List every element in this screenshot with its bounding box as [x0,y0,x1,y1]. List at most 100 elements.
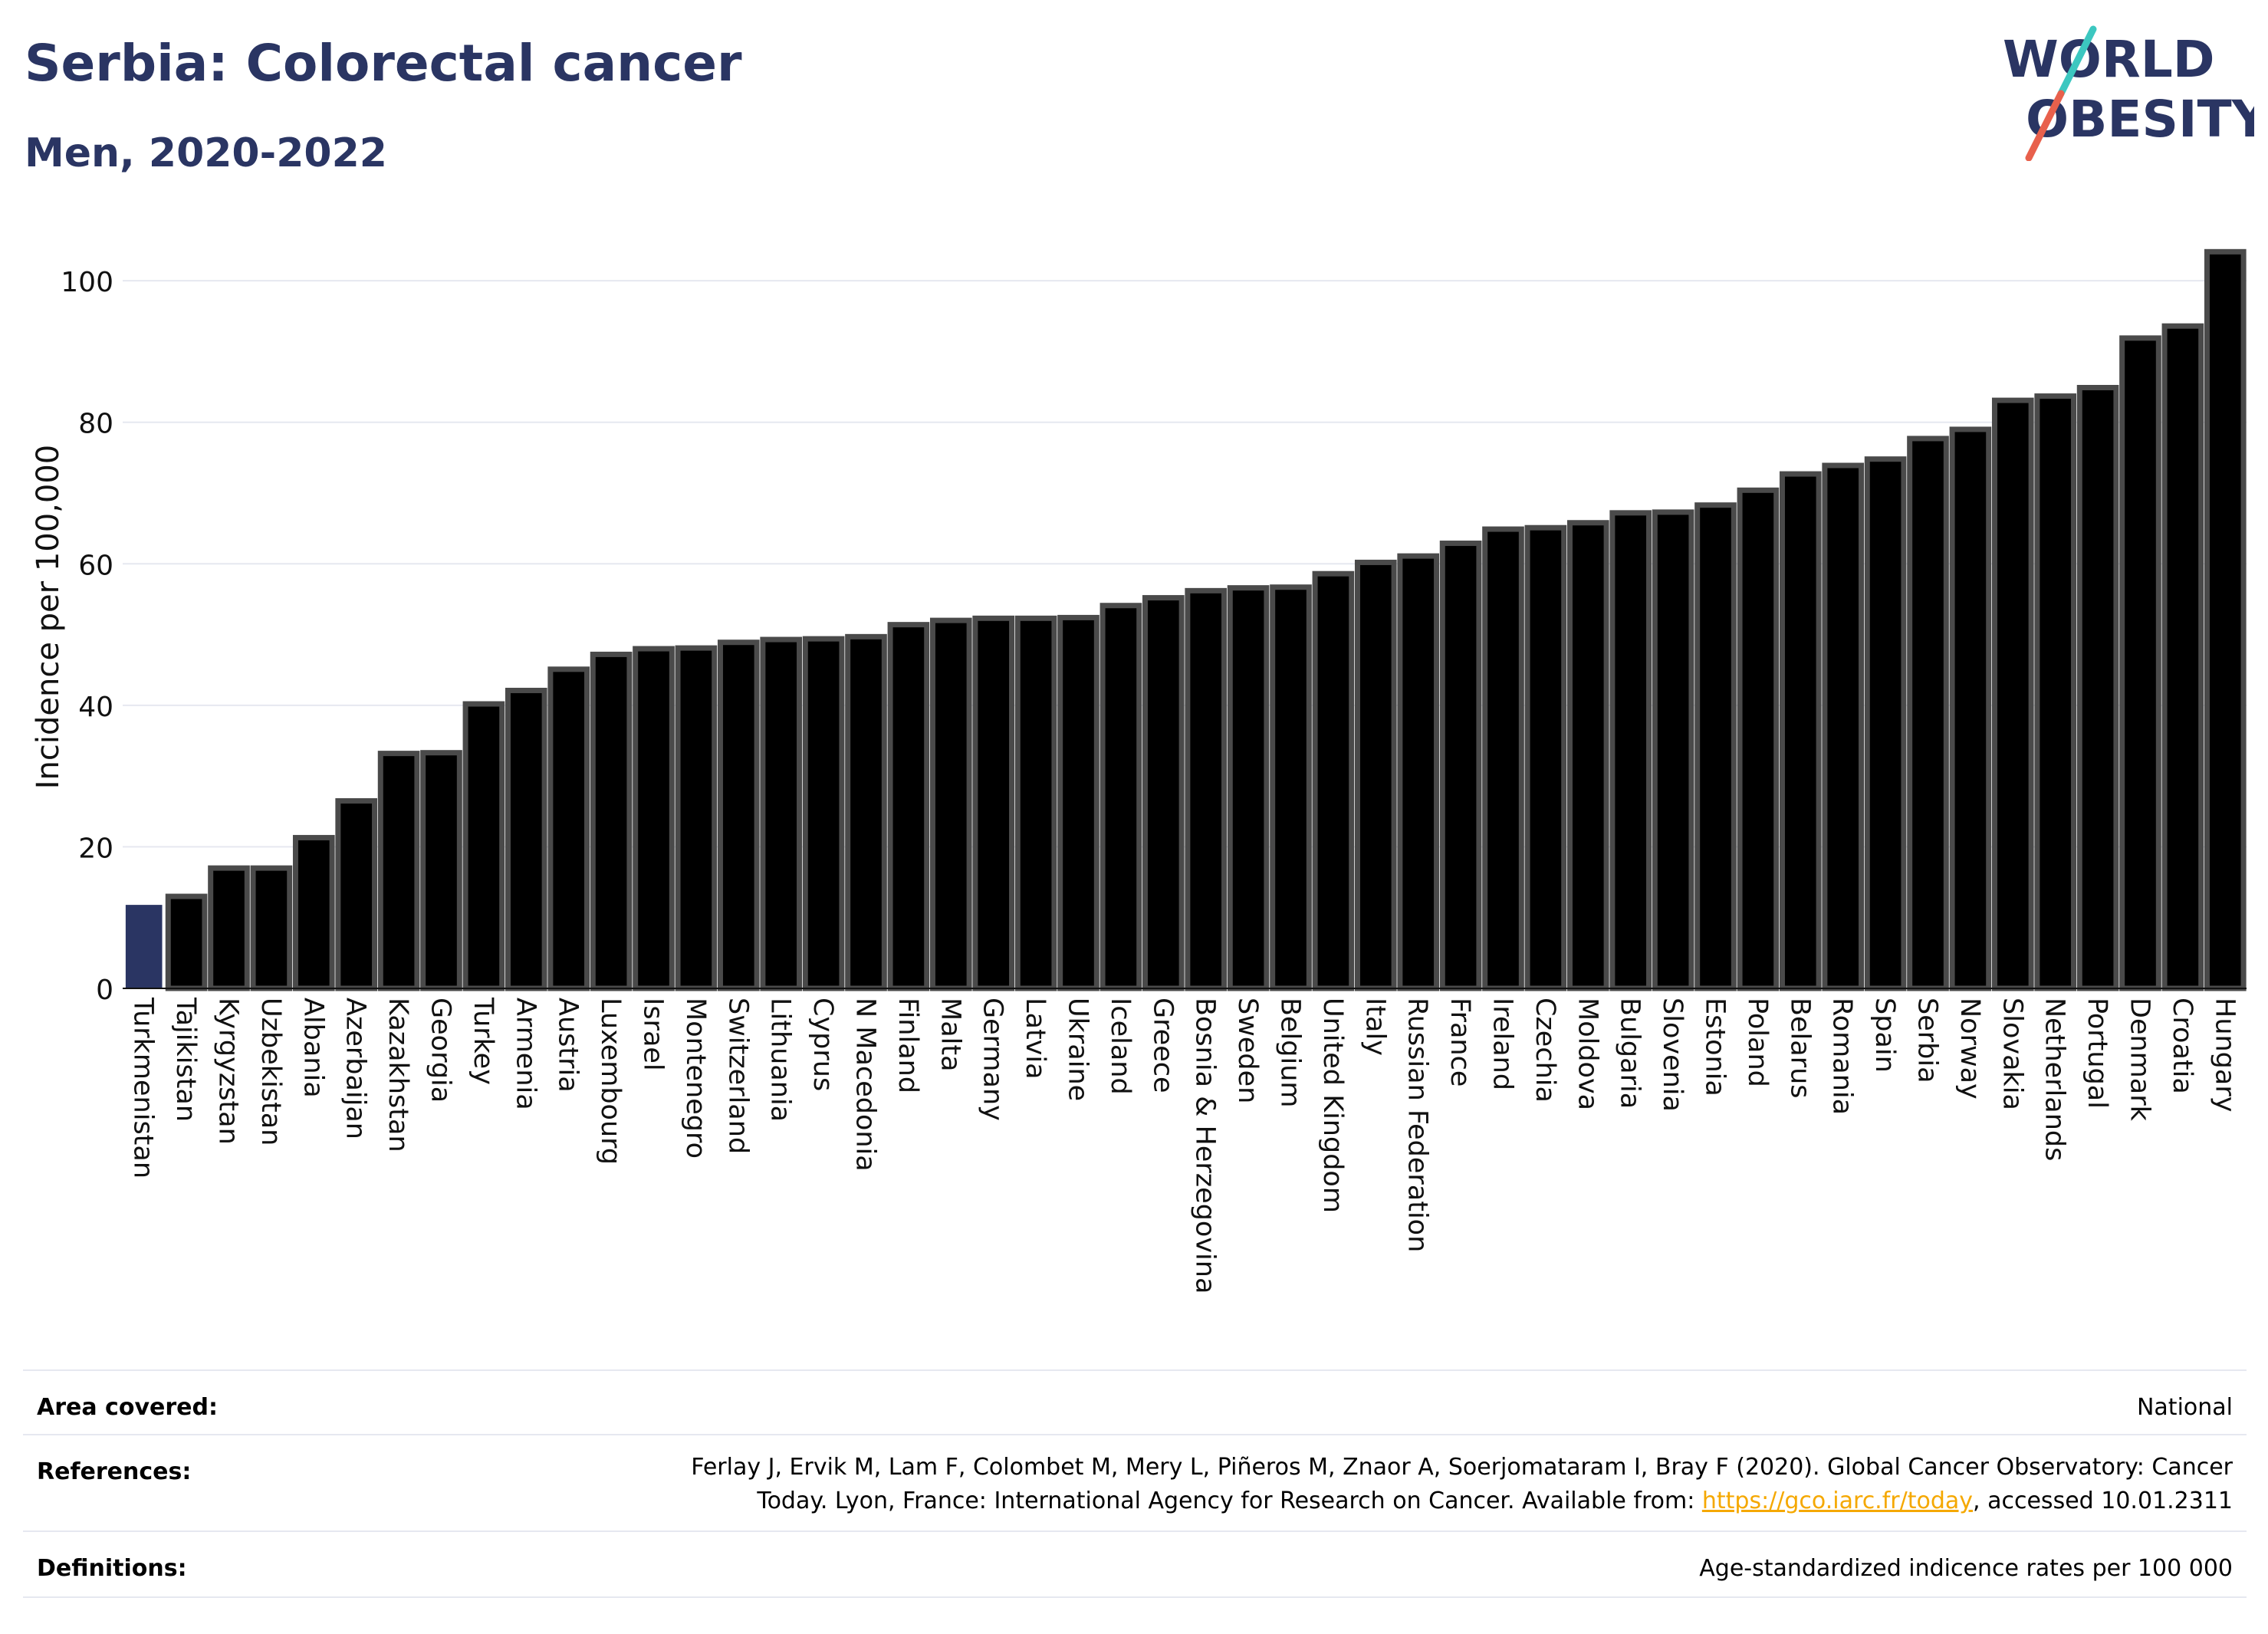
info-row-references: References: Ferlay J, Ervik M, Lam F, Co… [23,1434,2247,1532]
y-tick-label: 60 [78,550,113,581]
x-tick-label: Russian Federation [1402,998,1433,1252]
bar [1185,587,1228,991]
x-tick-label: Finland [892,998,923,1093]
bar [760,636,803,991]
x-tick-label: Czechia [1530,998,1560,1103]
bar [845,633,887,991]
bar [208,865,250,991]
bar [1737,487,1780,991]
bar [1609,510,1652,991]
bar [1014,615,1057,991]
bar [1991,397,2034,991]
bar [1482,526,1524,991]
bar [1270,584,1312,991]
references-label: References: [37,1458,192,1485]
bar [2204,248,2247,991]
bar [675,645,718,991]
bar [1227,585,1270,991]
bar [2076,384,2119,991]
x-tick-label: Ukraine [1063,998,1093,1101]
bar [802,636,845,991]
x-tick-label: Turkey [468,997,498,1085]
bar [590,651,633,991]
bar [1566,520,1609,991]
info-row-area: Area covered: National [23,1369,2247,1435]
bar [125,905,163,988]
x-tick-label: Estonia [1700,998,1731,1096]
x-tick-label: Azerbaijan [340,998,371,1139]
x-tick-label: Montenegro [680,998,711,1159]
x-tick-label: Sweden [1232,998,1263,1103]
bar [250,865,293,991]
x-tick-label: Kyrgyzstan [213,998,244,1145]
x-tick-label: Latvia [1020,998,1050,1080]
page-subtitle: Men, 2020-2022 [25,130,387,176]
bar [1354,559,1397,991]
bar [1652,509,1694,991]
bar [1907,436,1949,991]
references-value: Ferlay J, Ervik M, Lam F, Colombet M, Me… [691,1451,2233,1518]
bar [547,666,590,991]
x-tick-label: Serbia [1912,998,1943,1083]
bar [633,646,675,991]
x-tick-label: Hungary [2209,998,2240,1112]
x-tick-label: Lithuania [765,998,796,1122]
info-row-definitions: Definitions: Age-standardized indicence … [23,1530,2247,1598]
x-tick-label: N Macedonia [850,998,881,1172]
x-tick-label: Israel [638,998,669,1071]
bar-chart: 0 20 40 60 80 100 Incidence per 100,000 Turkmen… [31,248,2247,1294]
logo-slash-teal [2057,25,2097,97]
references-text-post: , accessed 10.01.2311 [1973,1488,2233,1514]
bar [1949,426,1992,991]
world-obesity-logo: WORLD OBESITY [2003,25,2254,161]
bar [1524,524,1567,991]
x-tick-label: Netherlands [2040,998,2070,1161]
x-tick-label: Ireland [1487,998,1518,1090]
x-tick-label: Romania [1827,998,1858,1115]
bar [292,834,335,991]
bar [1142,595,1185,991]
bar [1057,614,1099,991]
bar [505,687,547,991]
bar [2119,335,2161,991]
x-tick-label: Poland [1742,998,1773,1087]
x-tick-label: France [1445,998,1475,1087]
x-tick-label: Moldova [1572,998,1602,1110]
bar [887,622,930,991]
logo-slash-coral [2025,90,2065,161]
bar [1312,570,1355,991]
x-tick-label: Italy [1359,998,1390,1056]
y-tick-label: 100 [61,267,113,298]
x-tick-label: Norway [1954,998,1985,1100]
bar [2034,393,2077,991]
y-tick-label: 20 [78,833,113,864]
x-tick-label: Luxembourg [595,998,626,1165]
x-tick-label: Spain [1869,998,1900,1073]
x-tick-label: Croatia [2167,998,2197,1094]
y-tick-label: 40 [78,692,113,723]
bar [420,750,462,991]
x-tick-label: Iceland [1105,998,1136,1095]
x-tick-label: Albania [297,998,328,1098]
x-tick-label: Austria [553,998,583,1093]
x-tick-label: Switzerland [722,998,753,1154]
bar [929,617,972,991]
bar [1694,502,1737,991]
bar [1864,456,1907,991]
bar [1779,471,1822,991]
x-tick-label: Belarus [1784,998,1815,1099]
logo-word-1: WORLD [2003,30,2215,89]
x-tick-label: Malta [935,998,965,1072]
references-line-2: Today. Lyon, France: International Agenc… [691,1484,2233,1518]
definitions-value: Age-standardized indicence rates per 100… [1699,1555,2233,1582]
x-tick-label: Bosnia & Herzegovina [1190,998,1221,1294]
bar [972,615,1015,991]
x-tick-label: Cyprus [807,998,838,1091]
references-text-pre: Today. Lyon, France: International Agenc… [757,1488,1702,1514]
bar [1099,603,1142,991]
references-link[interactable]: https://gco.iarc.fr/today [1701,1488,1974,1514]
bar [165,893,208,991]
x-tick-label: Greece [1147,998,1178,1093]
x-tick-label: Uzbekistan [255,998,286,1146]
x-tick-label: United Kingdom [1317,998,1348,1213]
